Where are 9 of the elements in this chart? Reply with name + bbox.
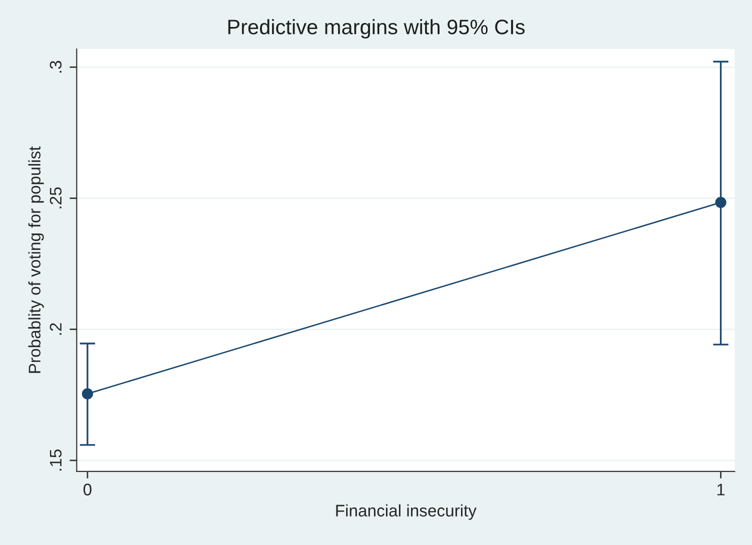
x-axis-title: Financial insecurity xyxy=(336,504,477,520)
x-tick-label: 0 xyxy=(83,484,92,496)
y-tick-label: .15 xyxy=(50,450,62,470)
x-tick-label: 1 xyxy=(717,484,725,496)
y-tick-label: .3 xyxy=(50,60,62,73)
chart-title: Predictive margins with 95% CIs xyxy=(228,19,525,38)
y-tick-label: .25 xyxy=(50,187,62,208)
y-axis-title: Probablity of voting for populist xyxy=(28,146,44,373)
y-tick-label: .2 xyxy=(50,323,62,335)
